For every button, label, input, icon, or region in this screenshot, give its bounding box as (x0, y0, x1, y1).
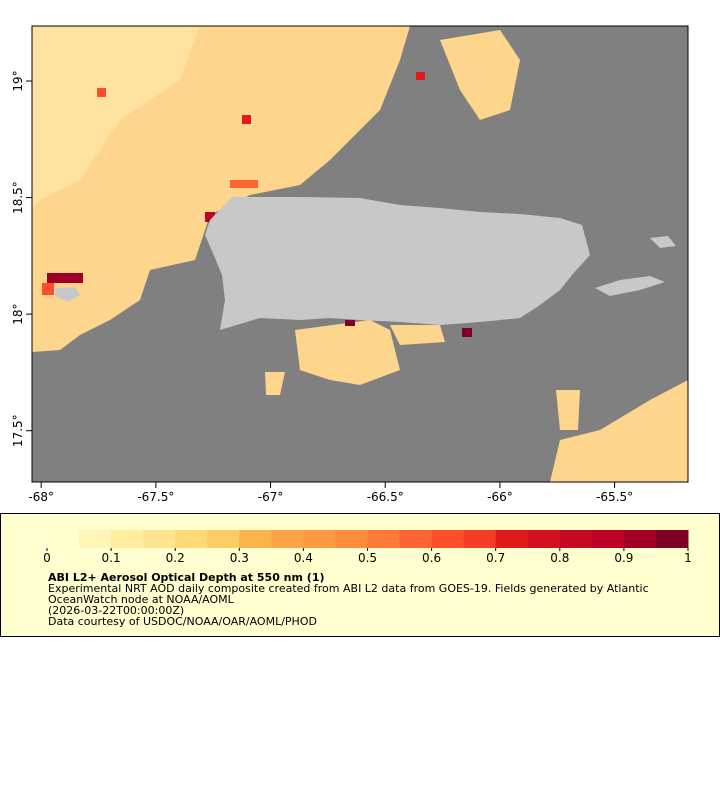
aerosol-cell (462, 328, 472, 337)
colorbar-swatch (591, 530, 625, 548)
aerosol-field (440, 30, 520, 120)
colorbar-swatch (271, 530, 304, 548)
colorbar-swatch (239, 530, 272, 548)
x-tick-label: -66.5° (367, 490, 404, 504)
colorbar-tick-label: 0.5 (358, 551, 377, 565)
colorbar-tick-label: 0.8 (550, 551, 569, 565)
aerosol-field (556, 390, 580, 430)
aerosol-cell (47, 273, 83, 283)
aerosol-cell (42, 283, 54, 295)
colorbar-swatch (495, 530, 529, 548)
land (650, 236, 676, 248)
legend-title: ABI L2+ Aerosol Optical Depth at 550 nm … (48, 571, 325, 584)
map-frame (31, 25, 689, 483)
colorbar-swatch (335, 530, 368, 548)
y-tick-label: 17.5° (11, 414, 25, 447)
colorbar-swatch (623, 530, 657, 548)
aerosol-field (295, 320, 400, 385)
aerosol-cell (97, 88, 106, 97)
aerosol-field (265, 372, 285, 395)
colorbar-swatch (303, 530, 336, 548)
map-layer (31, 25, 689, 483)
y-tick-label: 18.5° (11, 181, 25, 214)
aerosol-cell (345, 320, 355, 326)
land (595, 276, 665, 296)
aerosol-cell (230, 180, 258, 188)
colorbar-swatch (47, 530, 80, 548)
colorbar-tick-label: 1 (684, 551, 692, 565)
legend-text: OceanWatch node at NOAA/AOML (48, 593, 235, 606)
colorbar-tick-label: 0.2 (166, 551, 185, 565)
legend-text: Data courtesy of USDOC/NOAA/OAR/AOML/PHO… (48, 615, 317, 628)
aerosol-field (550, 380, 688, 482)
colorbar-swatch (143, 530, 176, 548)
aerosol-cell (242, 115, 251, 124)
colorbar-swatch (367, 530, 401, 548)
y-tick-label: 18° (11, 304, 25, 325)
colorbar-tick-label: 0.6 (422, 551, 441, 565)
aerosol-field (390, 325, 445, 345)
colorbar-swatch (463, 530, 497, 548)
colorbar-swatch (207, 530, 240, 548)
colorbar-swatch (559, 530, 593, 548)
land (55, 287, 80, 302)
colorbar-tick-label: 0.9 (614, 551, 633, 565)
x-tick-label: -65.5° (596, 490, 633, 504)
colorbar-swatch (431, 530, 465, 548)
x-tick-label: -68° (28, 490, 54, 504)
x-tick-label: -67.5° (137, 490, 174, 504)
colorbar-tick-label: 0.1 (102, 551, 121, 565)
legend-text: Experimental NRT AOD daily composite cre… (48, 582, 649, 595)
y-tick-label: 19° (11, 70, 25, 91)
x-tick-label: -67° (258, 490, 284, 504)
aerosol-field (32, 26, 200, 210)
land (205, 197, 590, 330)
colorbar-swatch (175, 530, 208, 548)
colorbar-swatch (79, 530, 112, 548)
x-tick-label: -66° (487, 490, 513, 504)
colorbar-tick-label: 0.7 (486, 551, 505, 565)
colorbar-swatch (527, 530, 561, 548)
colorbar-swatch (399, 530, 433, 548)
colorbar-tick-label: 0.3 (230, 551, 249, 565)
aerosol-cell (205, 212, 215, 222)
colorbar-tick-label: 0 (43, 551, 51, 565)
aerosol-cell (416, 72, 425, 80)
colorbar-tick-label: 0.4 (294, 551, 313, 565)
legend-text: (2026-03-22T00:00:00Z) (48, 604, 184, 617)
colorbar-swatch (655, 530, 689, 548)
colorbar-swatch (111, 530, 144, 548)
